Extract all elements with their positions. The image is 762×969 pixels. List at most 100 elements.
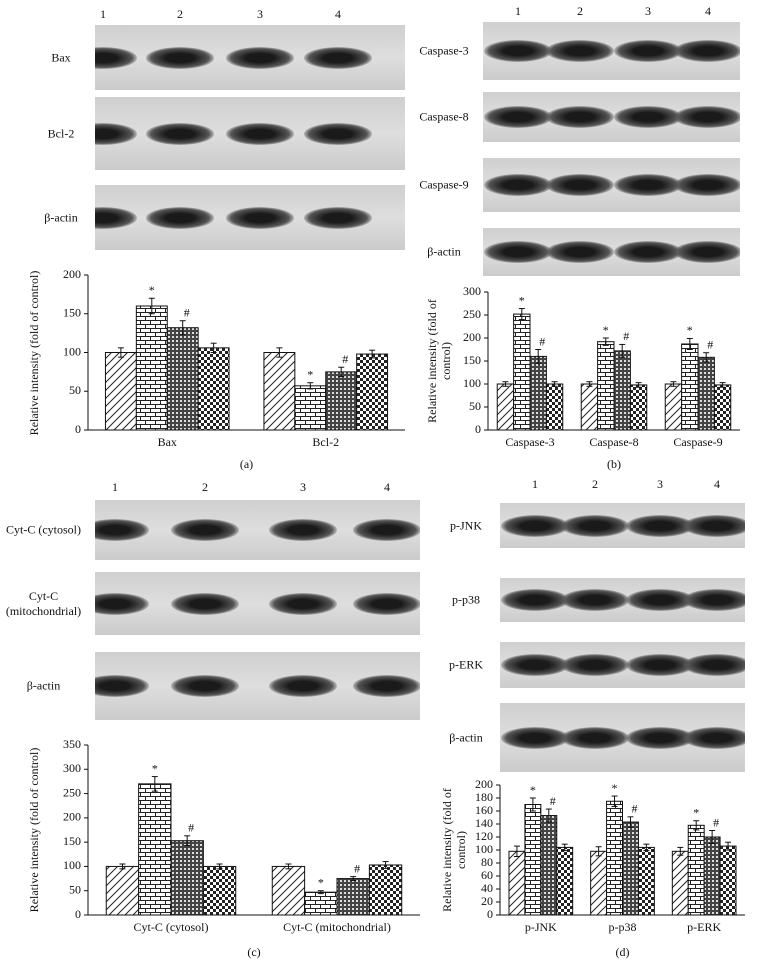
band [683,589,745,611]
error-bar [719,382,726,388]
x-tick-label: Cyt-C (cytosol) [134,920,209,934]
band [626,514,694,537]
band [674,106,740,128]
band [95,206,137,229]
significance-marker: # [707,337,713,351]
y-tick-label: 150 [463,353,481,367]
error-bar [643,843,650,852]
error-bar [611,795,618,807]
bar [590,850,608,916]
band [226,46,294,69]
lane-number: 2 [202,480,208,494]
error-bar [338,366,345,378]
band [226,206,294,229]
y-tick-label: 100 [63,344,81,358]
y-tick-label: 80 [481,855,493,869]
bar [629,384,648,431]
blot [483,158,740,212]
bar [294,385,327,431]
bar [637,846,655,916]
band [95,519,149,541]
y-tick-label: 50 [69,882,81,896]
bar [687,824,705,916]
significance-marker: # [550,794,556,808]
lane-number: 1 [532,477,538,491]
band [501,654,569,676]
band [95,675,149,697]
y-tick-label: 0 [75,907,81,921]
band [146,206,214,229]
y-tick-label: 150 [63,306,81,320]
blot [95,97,405,170]
error-bar [216,863,223,870]
bar [138,783,172,916]
significance-marker: * [519,293,525,307]
blot [95,652,420,720]
blot [483,92,740,142]
error-bar [551,381,558,387]
band [546,174,614,196]
blot-label: Cyt-C (mitochondrial) [5,588,82,618]
y-tick-label: 0 [487,907,493,921]
bar [104,352,137,431]
bar [664,383,683,431]
band [304,46,372,69]
band [546,241,614,263]
blot-label: Caspase-3 [419,43,469,58]
band [146,122,214,145]
error-bar [529,797,536,812]
bar [166,327,199,431]
band [269,592,337,615]
blot-label: Caspase-9 [419,177,469,192]
band [626,726,694,749]
bar [304,891,338,916]
y-tick-label: 200 [475,777,493,791]
lane-number: 2 [177,7,183,21]
y-tick-label: 300 [463,284,481,298]
band [674,174,740,196]
blot [500,503,745,548]
significance-marker: # [623,329,629,343]
y-axis-label: Relative intensity (fold of control) [27,747,42,913]
band [674,40,740,62]
lane-number: 1 [112,480,118,494]
error-bar [725,841,732,851]
band [674,241,740,263]
y-tick-label: 250 [63,785,81,799]
bar [703,836,721,916]
panel-label: (c) [247,945,260,959]
error-bar [535,349,542,364]
y-tick-label: 0 [475,422,481,436]
y-tick-label: 350 [63,737,81,751]
y-tick-label: 150 [63,834,81,848]
band [561,514,629,537]
band [353,675,420,697]
bar [135,305,168,431]
significance-marker: * [530,783,536,797]
blot-label: p-p38 [452,592,480,607]
panel-label: (d) [616,945,630,959]
y-tick-label: 100 [63,858,81,872]
lane-number: 3 [657,477,663,491]
bar [263,352,296,431]
bar [356,353,389,431]
blot [483,228,740,276]
band [484,241,552,263]
band [146,46,214,69]
y-tick-label: 200 [63,267,81,281]
y-tick-label: 250 [463,307,481,321]
band [561,589,629,611]
band [269,519,337,541]
significance-marker: * [307,367,313,381]
significance-marker: # [631,802,637,816]
panel-label: (b) [607,457,621,471]
error-bar [693,820,700,831]
bar [545,383,564,431]
band [484,40,552,62]
error-bar [148,297,155,315]
blot [95,185,405,250]
panel-label: (a) [240,457,253,471]
significance-marker: * [318,875,324,889]
error-bar [670,381,677,387]
significance-marker: * [603,323,609,337]
